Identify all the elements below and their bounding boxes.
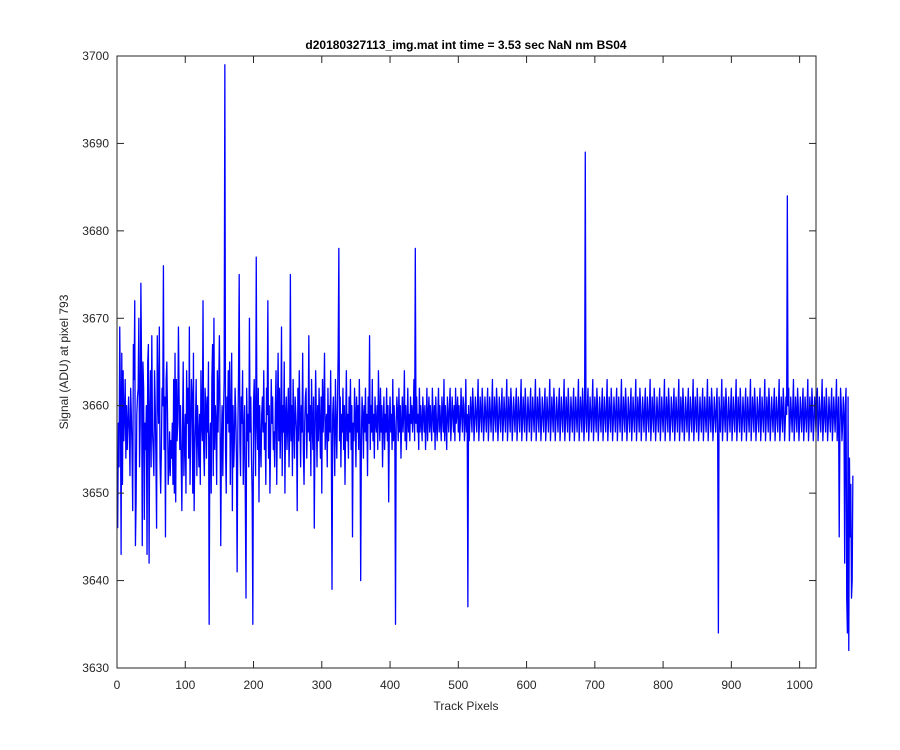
axes-box — [116, 55, 817, 669]
y-axis: 3630 3640 3650 3660 3670 3680 3690 3700 — [82, 49, 816, 675]
y-tick-label: 3700 — [82, 49, 109, 63]
x-tick-label: 100 — [175, 678, 195, 692]
y-tick-label: 3660 — [82, 399, 109, 413]
x-axis: 0 100 200 300 400 500 600 700 800 900 1000 — [114, 56, 813, 692]
y-tick-label: 3690 — [82, 136, 109, 150]
x-tick-label: 700 — [585, 678, 605, 692]
y-tick-label: 3630 — [82, 661, 109, 675]
x-tick-label: 400 — [380, 678, 400, 692]
x-tick-label: 900 — [721, 678, 741, 692]
chart-title: d20180327113_img.mat int time = 3.53 sec… — [305, 38, 627, 52]
x-tick-label: 300 — [312, 678, 332, 692]
x-tick-label: 600 — [517, 678, 537, 692]
x-tick-label: 500 — [448, 678, 468, 692]
series-line-1 — [117, 64, 854, 652]
plot-area — [117, 56, 816, 668]
y-tick-label: 3650 — [82, 486, 109, 500]
y-tick-label: 3680 — [82, 224, 109, 238]
y-tick-label: 3640 — [82, 574, 109, 588]
x-tick-label: 1000 — [786, 678, 813, 692]
x-axis-label: Track Pixels — [434, 699, 499, 713]
x-tick-label: 800 — [653, 678, 673, 692]
series-layer — [117, 64, 854, 652]
x-tick-label: 200 — [244, 678, 264, 692]
y-tick-label: 3670 — [82, 311, 109, 325]
y-axis-label: Signal (ADU) at pixel 793 — [57, 294, 71, 429]
x-tick-label: 0 — [114, 678, 121, 692]
